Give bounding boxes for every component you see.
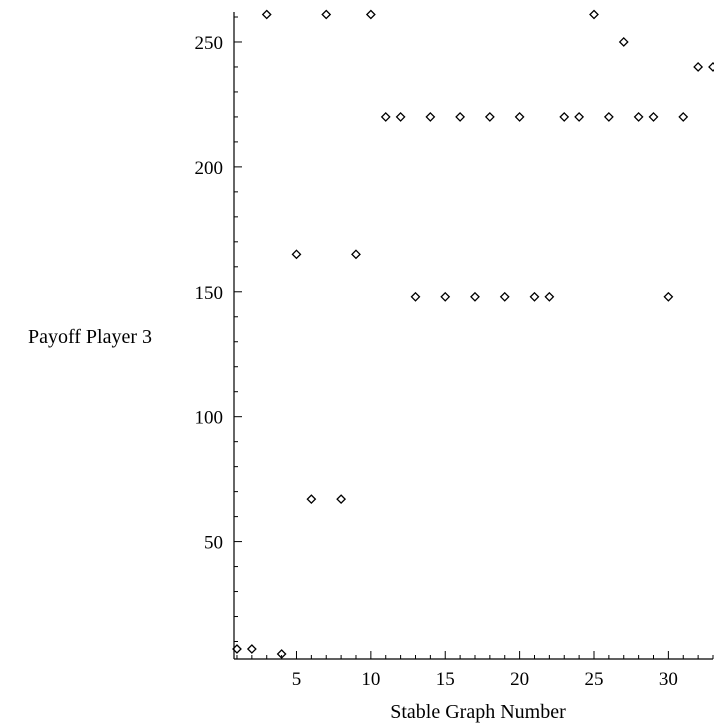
data-point	[351, 249, 361, 260]
data-point	[380, 111, 391, 122]
data-point	[440, 291, 451, 302]
x-axis: 5 10 15 20 25 30	[234, 651, 714, 690]
data-point	[514, 111, 525, 122]
data-point	[708, 62, 714, 72]
data-point	[425, 111, 436, 122]
data-point	[365, 9, 376, 20]
data-point	[648, 111, 659, 122]
data-point	[232, 644, 242, 654]
data-point	[589, 9, 599, 20]
data-point	[499, 291, 510, 302]
data-point	[603, 111, 614, 122]
data-point	[395, 111, 406, 122]
data-point	[618, 37, 629, 47]
y-axis-title: Payoff Player 3	[28, 326, 152, 348]
data-point	[246, 644, 257, 654]
y-axis: 50 100 150 200 250	[195, 12, 242, 659]
data-point	[276, 649, 287, 659]
data-point	[484, 111, 495, 122]
data-point	[678, 111, 689, 122]
data-points	[232, 9, 714, 659]
data-point	[574, 111, 585, 122]
data-point	[633, 111, 644, 122]
x-tick-label: 10	[361, 669, 380, 690]
data-point	[544, 291, 555, 302]
data-point	[693, 62, 704, 72]
x-axis-title: Stable Graph Number	[390, 701, 566, 723]
data-point	[321, 9, 332, 20]
data-point	[455, 111, 466, 122]
x-tick-label: 15	[436, 669, 455, 690]
data-point	[410, 291, 421, 302]
y-tick-label: 100	[195, 408, 224, 429]
data-point	[559, 111, 570, 122]
y-tick-label: 250	[195, 33, 224, 54]
x-tick-label: 5	[292, 669, 302, 690]
data-point	[291, 249, 302, 260]
x-tick-label: 30	[659, 669, 678, 690]
data-point	[470, 291, 480, 302]
y-tick-label: 50	[204, 533, 223, 554]
data-point	[261, 9, 272, 20]
data-point	[663, 291, 674, 302]
data-point	[306, 494, 317, 505]
data-point	[529, 291, 540, 302]
x-tick-label: 25	[584, 669, 603, 690]
y-tick-label: 150	[195, 283, 224, 304]
data-point	[336, 494, 347, 505]
y-tick-label: 200	[195, 158, 224, 179]
x-tick-label: 20	[510, 669, 529, 690]
